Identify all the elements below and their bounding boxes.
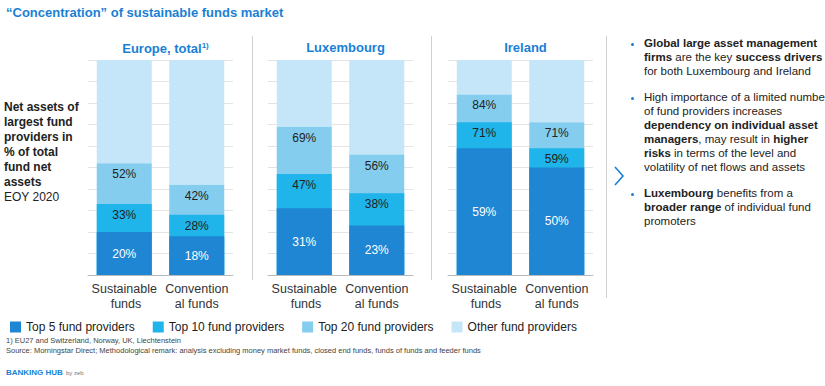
svg-text:Convention: Convention — [345, 282, 408, 296]
svg-text:56%: 56% — [365, 159, 389, 173]
html-text:Global large asset management: Global large asset management firms are … — [644, 37, 823, 63]
svg-text:Europe, total: Europe, total — [122, 41, 201, 56]
html-text:“Concentration” of sustainable: “Concentration” of sustainable funds mar… — [6, 5, 284, 20]
svg-text:42%: 42% — [185, 189, 209, 203]
svg-text:69%: 69% — [292, 131, 316, 145]
html-text:EOY 2020: EOY 2020 — [4, 190, 60, 204]
svg-text:Other fund providers: Other fund providers — [468, 320, 577, 334]
html-text:BANKING HUB by zeb: BANKING HUB by zeb — [6, 368, 84, 377]
html-text:dependency on individual asset: dependency on individual asset managers,… — [644, 119, 818, 173]
html-text:broader range of individual fu: broader range of individual fund promote… — [644, 201, 811, 227]
svg-text:84%: 84% — [472, 98, 496, 112]
svg-text:al funds: al funds — [175, 297, 219, 311]
svg-text:al funds: al funds — [355, 297, 399, 311]
svg-text:71%: 71% — [545, 126, 569, 140]
svg-text:Sustainable: Sustainable — [452, 282, 517, 296]
svg-text:52%: 52% — [112, 167, 136, 181]
html-text:Source: Morningstar Direct; Me: Source: Morningstar Direct; Methodologic… — [6, 346, 481, 355]
html-text:for both Luxembourg and Irelan: for both Luxembourg and Ireland — [644, 65, 811, 77]
svg-text:Ireland: Ireland — [504, 40, 547, 55]
svg-text:Luxembourg: Luxembourg — [306, 40, 385, 55]
svg-text:59%: 59% — [472, 205, 496, 219]
svg-text:Convention: Convention — [525, 282, 588, 296]
svg-text:47%: 47% — [292, 178, 316, 192]
svg-text:50%: 50% — [545, 214, 569, 228]
svg-text:funds: funds — [107, 297, 141, 311]
svg-text:Sustainable: Sustainable — [272, 282, 337, 296]
svg-text:Convention: Convention — [165, 282, 228, 296]
svg-text:Top 20 fund providers: Top 20 fund providers — [318, 320, 433, 334]
svg-text:1): 1) — [202, 41, 209, 50]
svg-text:funds: funds — [287, 297, 321, 311]
svg-text:33%: 33% — [112, 208, 136, 222]
svg-text:71%: 71% — [472, 126, 496, 140]
html-text:Luxembourg benefits from a: Luxembourg benefits from a — [644, 187, 793, 199]
svg-text:Top 5 fund providers: Top 5 fund providers — [26, 320, 135, 334]
svg-text:23%: 23% — [365, 243, 389, 257]
svg-text:20%: 20% — [112, 247, 136, 261]
svg-text:18%: 18% — [185, 249, 209, 263]
svg-text:funds: funds — [467, 297, 501, 311]
svg-text:38%: 38% — [365, 197, 389, 211]
svg-text:31%: 31% — [292, 235, 316, 249]
svg-text:al funds: al funds — [535, 297, 579, 311]
svg-text:Top 10 fund providers: Top 10 fund providers — [169, 320, 284, 334]
html-text:Net assets of largest fund pro: Net assets of largest fund providers in … — [4, 100, 79, 189]
svg-text:Sustainable: Sustainable — [92, 282, 157, 296]
svg-text:28%: 28% — [185, 219, 209, 233]
html-text:1) EU27 and Switzerland, Norwa: 1) EU27 and Switzerland, Norway, UK, Lie… — [6, 336, 181, 345]
svg-text:59%: 59% — [545, 152, 569, 166]
